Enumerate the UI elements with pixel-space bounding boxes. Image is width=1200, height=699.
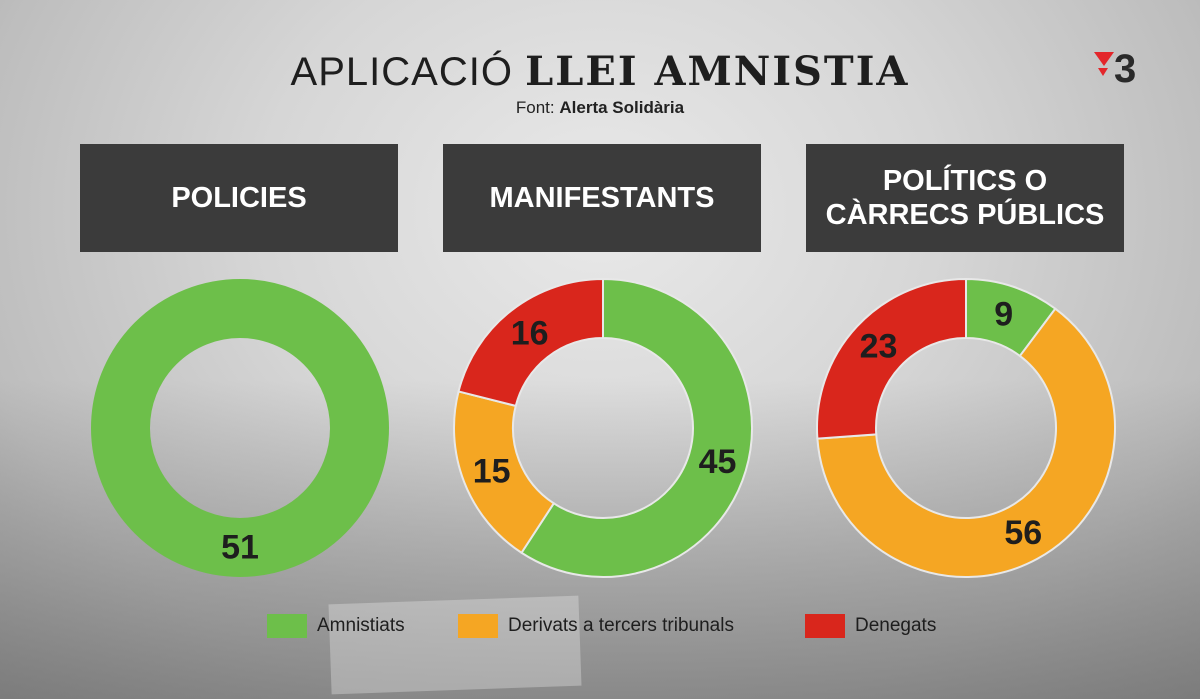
tv3-logo-icon: 3 bbox=[1094, 47, 1136, 86]
title-part-2: LLEI AMNISTIA bbox=[525, 48, 910, 95]
title-part-1: APLICACIÓ bbox=[290, 50, 513, 94]
category-label: POLICIES bbox=[171, 182, 307, 214]
legend-label-denegats: Denegats bbox=[855, 615, 937, 636]
donut-2-label-derivats: 15 bbox=[473, 452, 511, 490]
legend-item-amnistiats: Amnistiats bbox=[267, 614, 405, 638]
donut-3-label-denegats: 23 bbox=[860, 328, 898, 366]
chart-title: APLICACIÓ LLEI AMNISTIA bbox=[0, 48, 1200, 95]
donut-1-label-amnistiats: 51 bbox=[221, 529, 259, 567]
donut-2-slice-denegats bbox=[457, 277, 604, 408]
donut-3-label-amnistiats: 9 bbox=[994, 296, 1013, 334]
category-panel-policies: POLICIES bbox=[80, 144, 398, 252]
legend: Amnistiats Derivats a tercers tribunals … bbox=[0, 614, 1200, 644]
donut-2-label-denegats: 16 bbox=[511, 315, 549, 353]
category-label: MANIFESTANTS bbox=[489, 182, 715, 214]
svg-text:3: 3 bbox=[1114, 47, 1136, 86]
source-label: Font: bbox=[515, 98, 555, 117]
legend-item-derivats: Derivats a tercers tribunals bbox=[458, 614, 734, 638]
donut-3-slice-denegats bbox=[816, 277, 967, 440]
legend-swatch-amnistiats bbox=[267, 614, 307, 638]
donut-1-slice-amnistiats bbox=[91, 279, 389, 577]
category-panel-manifestants: MANIFESTANTS bbox=[443, 144, 761, 252]
donut-3-slice-derivats bbox=[816, 307, 1116, 578]
legend-label-amnistiats: Amnistiats bbox=[317, 615, 405, 636]
category-label-line-1: POLÍTICS O bbox=[882, 165, 1048, 197]
legend-label-derivats: Derivats a tercers tribunals bbox=[508, 615, 734, 636]
legend-swatch-derivats bbox=[458, 614, 498, 638]
donut-2-slice-amnistiats bbox=[520, 277, 753, 578]
legend-swatch-denegats bbox=[805, 614, 845, 638]
legend-item-denegats: Denegats bbox=[805, 614, 936, 638]
category-panel-politics: POLÍTICS O CÀRRECS PÚBLICS bbox=[806, 144, 1124, 252]
category-label-line-2: CÀRRECS PÚBLICS bbox=[825, 199, 1105, 231]
source-name: Alerta Solidària bbox=[559, 98, 685, 117]
donut-3-label-derivats: 56 bbox=[1004, 514, 1042, 552]
donut-2-label-amnistiats: 45 bbox=[699, 443, 737, 481]
source-line: Font: Alerta Solidària bbox=[0, 98, 1200, 118]
